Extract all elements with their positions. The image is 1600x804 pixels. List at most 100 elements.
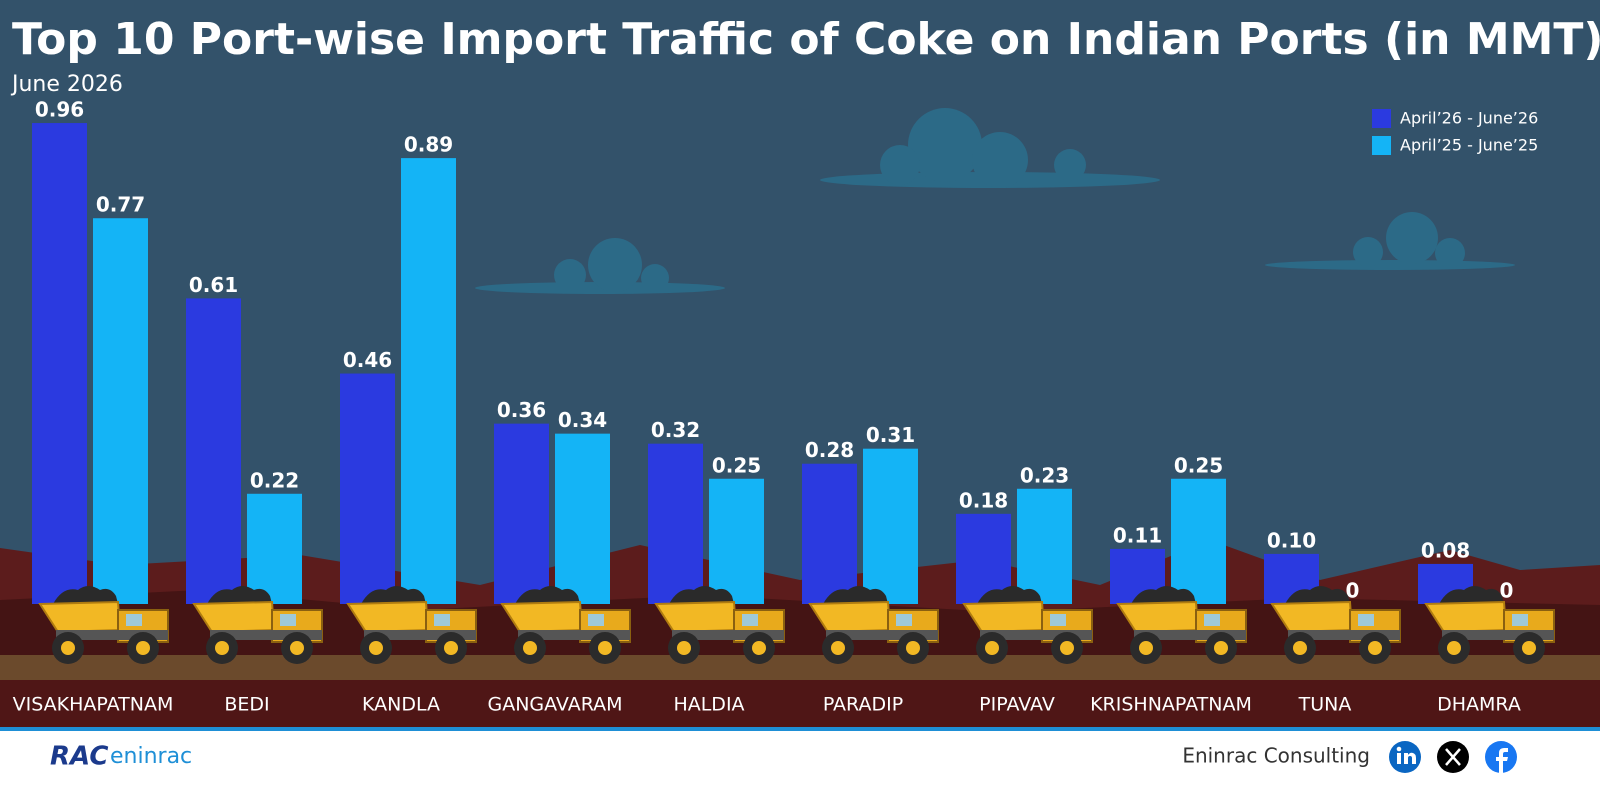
legend-label: April’25 - June’25 (1400, 136, 1538, 155)
value-label: 0.34 (558, 408, 607, 432)
truck-chassis (1442, 630, 1554, 640)
truck-chassis (1134, 630, 1246, 640)
x-tick-label: VISAKHAPATNAM (13, 694, 174, 716)
truck-load (361, 586, 426, 604)
truck-chassis (364, 630, 476, 640)
hub (906, 641, 920, 655)
truck (1116, 586, 1247, 664)
hub (1293, 641, 1307, 655)
truck (962, 586, 1093, 664)
value-label: 0 (1346, 579, 1360, 603)
value-label: 0.89 (404, 133, 453, 157)
value-label: 0.08 (1421, 538, 1470, 562)
truck-load (1439, 586, 1504, 604)
value-label: 0.18 (959, 488, 1008, 512)
value-label: 0.28 (805, 438, 854, 462)
truck-window (742, 614, 758, 626)
chart-subtitle: June 2026 (10, 72, 123, 97)
truck-window (1204, 614, 1220, 626)
bar (956, 513, 1011, 604)
x-tick-label: KRISHNAPATNAM (1090, 694, 1252, 716)
footer-line (0, 727, 1600, 731)
value-label: 0.25 (1174, 453, 1223, 477)
hub (523, 641, 537, 655)
bar (1017, 488, 1072, 604)
truck-load (207, 586, 272, 604)
truck-chassis (56, 630, 168, 640)
truck-load (823, 586, 888, 604)
truck-chassis (1288, 630, 1400, 640)
chart-title: Top 10 Port-wise Import Traffic of Coke … (12, 14, 1600, 65)
bar (494, 423, 549, 604)
hub (985, 641, 999, 655)
bar (863, 448, 918, 604)
truck (38, 586, 169, 664)
value-label: 0.22 (250, 468, 299, 492)
x-tick-label: GANGAVARAM (487, 694, 622, 716)
truck-load (1131, 586, 1196, 604)
truck-window (126, 614, 142, 626)
value-label: 0.23 (1020, 463, 1069, 487)
x-icon[interactable] (1437, 741, 1469, 773)
x-tick-label: BEDI (224, 694, 269, 716)
truck (1424, 586, 1555, 664)
hub (61, 641, 75, 655)
hub (831, 641, 845, 655)
truck-window (1358, 614, 1374, 626)
value-label: 0.61 (189, 273, 238, 297)
hub (215, 641, 229, 655)
truck-chassis (672, 630, 784, 640)
bar (709, 478, 764, 604)
x-tick-label: KANDLA (362, 694, 440, 716)
value-label: 0.77 (96, 193, 145, 217)
hub (752, 641, 766, 655)
logo-mark: RAC (50, 742, 108, 772)
truck (1270, 586, 1401, 664)
value-label: 0 (1500, 579, 1514, 603)
x-tick-label: TUNA (1298, 694, 1352, 716)
value-label: 0.96 (35, 98, 84, 122)
truck-window (1050, 614, 1066, 626)
value-label: 0.46 (343, 348, 392, 372)
truck (346, 586, 477, 664)
bar (93, 218, 148, 605)
hub (677, 641, 691, 655)
truck-load (1285, 586, 1350, 604)
bar (555, 433, 610, 604)
hub (369, 641, 383, 655)
footer (0, 731, 1600, 800)
truck-load (515, 586, 580, 604)
linkedin-icon[interactable] (1389, 741, 1421, 773)
facebook-icon[interactable] (1485, 741, 1517, 773)
x-tick-label: PARADIP (823, 694, 903, 716)
truck-chassis (518, 630, 630, 640)
bar (401, 158, 456, 605)
truck-window (1512, 614, 1528, 626)
truck-load (53, 586, 118, 604)
hub (290, 641, 304, 655)
legend-swatch (1372, 109, 1391, 128)
hub (1522, 641, 1536, 655)
truck-window (588, 614, 604, 626)
hub (1447, 641, 1461, 655)
value-label: 0.32 (651, 418, 700, 442)
truck-chassis (980, 630, 1092, 640)
truck-chassis (826, 630, 938, 640)
bar (247, 493, 302, 604)
truck (654, 586, 785, 664)
truck-load (669, 586, 734, 604)
logo-text: eninrac (110, 744, 192, 769)
bar (32, 123, 87, 604)
bar (802, 463, 857, 604)
x-tick-label: HALDIA (673, 694, 744, 716)
hub (598, 641, 612, 655)
value-label: 0.10 (1267, 528, 1316, 552)
label-band (0, 680, 1600, 730)
bar (186, 298, 241, 604)
hub (444, 641, 458, 655)
truck (808, 586, 939, 664)
ground (0, 655, 1600, 680)
bar (648, 443, 703, 604)
truck-chassis (210, 630, 322, 640)
